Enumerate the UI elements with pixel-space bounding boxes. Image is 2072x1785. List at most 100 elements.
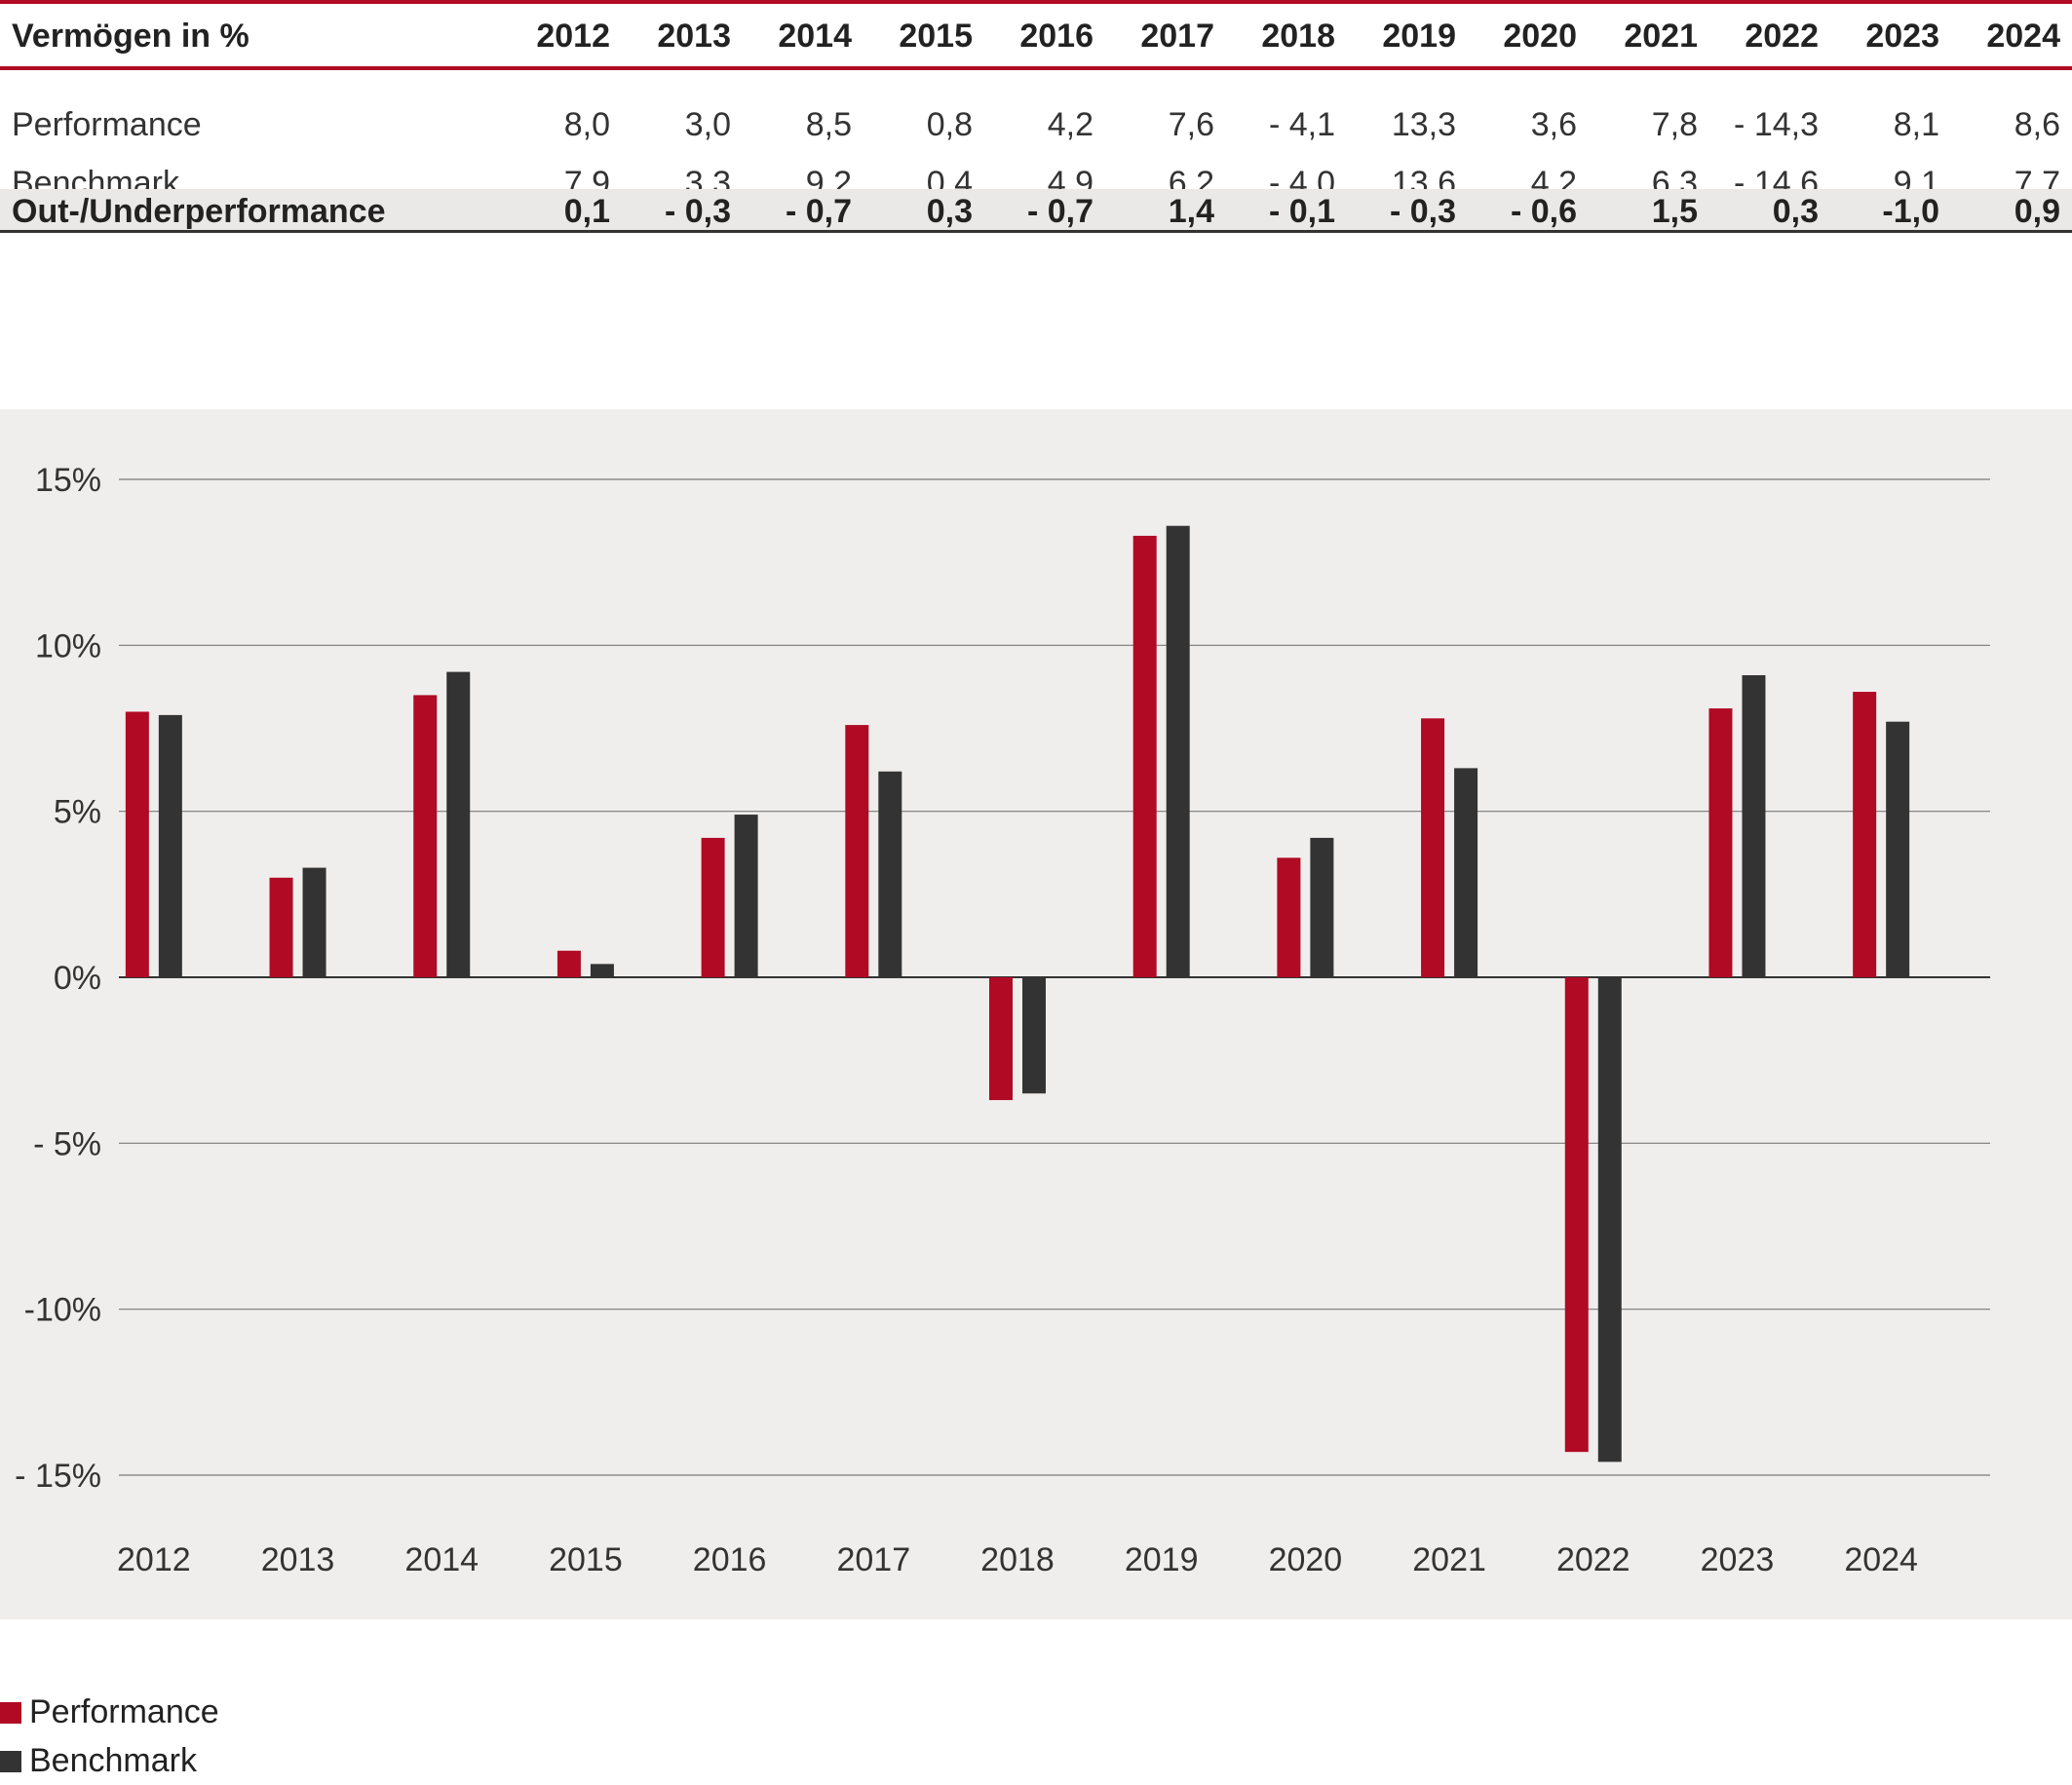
bar-performance-2014 [413,695,438,977]
table-cell: 8,0 [563,106,610,143]
table-cell: 1,4 [1168,193,1214,230]
bar-benchmark-2012 [158,714,182,977]
table-cell: - 14,3 [1734,106,1819,143]
x-tick-label: 2022 [1556,1541,1631,1578]
legend-label: Performance [29,1693,219,1730]
y-tick-label: -10% [24,1292,101,1329]
bar-benchmark-2015 [590,964,614,977]
table-top-rule [0,0,2072,4]
bar-performance-2021 [1421,718,1445,977]
x-tick-label: 2020 [1269,1541,1343,1578]
bar-benchmark-2024 [1886,721,1910,977]
year-header: 2021 [1624,18,1698,55]
x-tick-label: 2023 [1701,1541,1775,1578]
year-header: 2013 [657,18,731,55]
year-header: 2024 [1986,18,2060,55]
table-cell: - 4,1 [1268,106,1335,143]
year-header: 2012 [536,18,610,55]
bar-performance-2017 [845,725,869,977]
table-cell: - 0,3 [664,193,731,230]
bar-performance-2019 [1132,535,1157,977]
bar-performance-2012 [125,711,149,977]
year-header: 2014 [778,18,852,55]
table-cell: 0,8 [926,106,973,143]
table-cell: 3,6 [1530,106,1577,143]
chart-panel: 15% 10% 5% 0% - 5% -10% - 15% 2012 2013 2014 2015 2… [0,409,2072,1619]
bar-performance-2023 [1708,708,1733,977]
table-header-rule [0,66,2072,70]
year-header: 2023 [1865,18,1939,55]
table-cell: 4,2 [1047,106,1094,143]
bar-performance-2020 [1277,857,1301,977]
table-cell: 1,5 [1651,193,1698,230]
bar-benchmark-2019 [1166,525,1190,977]
table-cell: 13,3 [1391,106,1456,143]
bar-benchmark-2014 [446,671,471,977]
table-cell: - 0,7 [1026,193,1094,230]
bar-benchmark-2023 [1742,674,1766,977]
y-tick-label: 10% [35,627,101,665]
y-tick-label: 5% [54,794,101,831]
table-row-out-underperformance: Out-/Underperformance 0,1 - 0,3 - 0,7 0,… [0,195,2072,228]
y-tick-label: 15% [35,462,101,499]
x-tick-label: 2014 [404,1541,479,1578]
table-cell: 8,1 [1893,106,1939,143]
table-cell: 8,6 [2014,106,2060,143]
x-tick-label: 2017 [836,1541,910,1578]
table-cell: - 0,1 [1268,193,1335,230]
table-cell: 7,8 [1651,106,1698,143]
year-header: 2017 [1140,18,1214,55]
y-tick-label: 0% [54,960,101,997]
bar-benchmark-2016 [734,815,758,977]
bar-benchmark-2017 [878,771,902,977]
row-label: Out-/Underperformance [12,193,386,230]
table-bottom-rule [0,230,2072,233]
legend-swatch-performance [0,1702,21,1724]
legend-label: Benchmark [29,1742,197,1779]
year-header: 2018 [1261,18,1335,55]
bar-benchmark-2013 [302,867,326,977]
x-tick-label: 2016 [693,1541,767,1578]
table-cell: 0,3 [1772,193,1819,230]
bar-benchmark-2020 [1310,837,1334,977]
table-cell: 0,1 [563,193,610,230]
bar-performance-2022 [1564,977,1589,1453]
table-header-label: Vermögen in % [12,18,249,55]
bar-performance-2015 [556,950,581,977]
row-label: Performance [12,106,202,143]
x-tick-label: 2018 [980,1541,1055,1578]
bar-performance-2013 [269,877,293,977]
x-tick-label: 2019 [1125,1541,1199,1578]
year-header: 2016 [1019,18,1094,55]
bar-performance-2016 [701,837,725,977]
x-tick-label: 2013 [261,1541,335,1578]
table-cell: 7,6 [1168,106,1214,143]
x-tick-label: 2021 [1412,1541,1486,1578]
bar-performance-2024 [1853,692,1877,977]
x-tick-label: 2024 [1844,1541,1918,1578]
year-header: 2019 [1382,18,1456,55]
bar-chart: 15% 10% 5% 0% - 5% -10% - 15% 2012 2013 2014 2015 2… [15,462,1990,1578]
year-header: 2020 [1503,18,1577,55]
legend-swatch-benchmark [0,1751,21,1772]
year-header: 2015 [899,18,973,55]
bar-performance-2018 [989,977,1013,1101]
bar-benchmark-2018 [1022,977,1046,1094]
table-cell: 8,5 [805,106,852,143]
y-tick-label: - 15% [15,1458,101,1495]
bar-benchmark-2022 [1597,977,1622,1462]
table-header-row: Vermögen in % 2012 2013 2014 2015 2016 2… [0,8,2072,64]
table-row-performance: Performance 8,0 3,0 8,5 0,8 4,2 7,6 - 4,… [0,99,2072,150]
x-tick-label: 2012 [117,1541,191,1578]
table-cell: 0,9 [2014,193,2060,230]
highlight-row-background [0,189,2072,230]
table-cell: - 0,3 [1389,193,1456,230]
x-tick-label: 2015 [549,1541,623,1578]
table-cell: 0,3 [926,193,973,230]
y-tick-label: - 5% [33,1125,101,1162]
table-cell: - 0,6 [1510,193,1577,230]
table-cell: - 0,7 [785,193,852,230]
table-cell: -1,0 [1882,193,1939,230]
year-header: 2022 [1745,18,1819,55]
table-cell: 3,0 [684,106,731,143]
